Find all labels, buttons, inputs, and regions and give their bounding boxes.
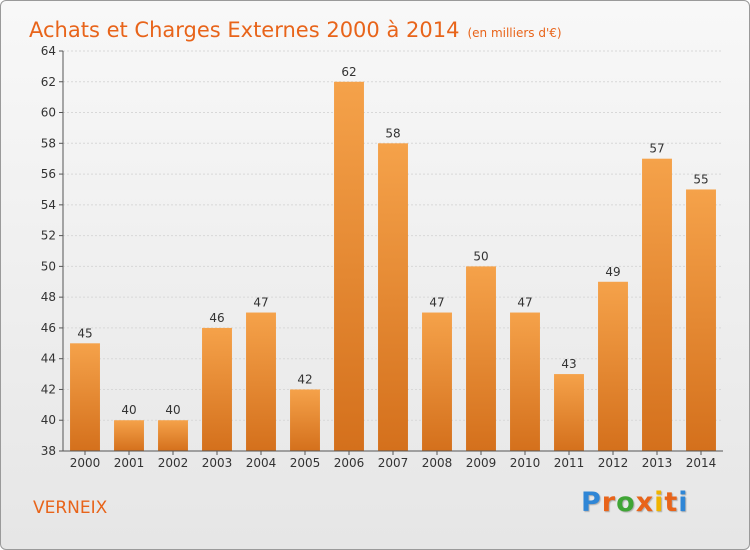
y-tick-label: 52 xyxy=(41,229,56,243)
y-tick-label: 46 xyxy=(41,321,56,335)
x-tick-label-2013: 2013 xyxy=(642,456,673,470)
x-tick-label-2000: 2000 xyxy=(70,456,101,470)
value-label-2001: 40 xyxy=(121,403,136,417)
x-tick-label-2007: 2007 xyxy=(378,456,409,470)
commune-name: VERNEIX xyxy=(33,498,108,518)
axes xyxy=(59,50,723,455)
value-label-2003: 46 xyxy=(209,311,224,325)
bar-2003 xyxy=(202,327,232,451)
x-tick-label-2004: 2004 xyxy=(246,456,277,470)
x-tick-label-2011: 2011 xyxy=(554,456,585,470)
x-tick-label-2003: 2003 xyxy=(202,456,233,470)
logo-letter: t xyxy=(664,487,679,518)
bar-2009 xyxy=(466,266,496,451)
bar-2007 xyxy=(378,143,408,452)
y-tick-label: 50 xyxy=(41,259,56,273)
value-label-2007: 58 xyxy=(385,126,400,140)
y-tick-label: 62 xyxy=(41,75,56,89)
value-label-2009: 50 xyxy=(473,249,488,263)
bar-2000 xyxy=(70,343,100,451)
x-tick-label-2002: 2002 xyxy=(158,456,189,470)
y-tick-label: 58 xyxy=(41,136,56,150)
bar-2005 xyxy=(290,389,320,451)
value-label-2008: 47 xyxy=(429,296,444,310)
chart-title-unit: (en milliers d'€) xyxy=(467,26,562,40)
value-label-2012: 49 xyxy=(605,265,620,279)
logo-letter: o xyxy=(616,487,636,518)
bar-2011 xyxy=(554,374,584,451)
y-tick-label: 48 xyxy=(41,290,56,304)
logo-letter: i xyxy=(654,487,665,518)
labels: 38 40 42 44 46 48 50 52 54 56 58 60 62 64 45 2000 40 2001… xyxy=(41,44,717,470)
x-tick-label-2010: 2010 xyxy=(510,456,541,470)
bar-2014 xyxy=(686,189,716,451)
bar-2010 xyxy=(510,312,540,451)
y-tick-label: 40 xyxy=(41,413,56,427)
logo-letter: x xyxy=(635,487,655,518)
bar-2004 xyxy=(246,312,276,451)
x-tick-label-2012: 2012 xyxy=(598,456,629,470)
y-tick-label: 60 xyxy=(41,106,56,120)
chart-title: Achats et Charges Externes 2000 à 2014 (e… xyxy=(29,7,562,45)
value-label-2011: 43 xyxy=(561,357,576,371)
y-tick-label: 54 xyxy=(41,198,56,212)
chart-title-main: Achats et Charges Externes 2000 à 2014 xyxy=(29,18,460,42)
bar-2008 xyxy=(422,312,452,451)
logo-letter: P xyxy=(581,487,602,518)
x-tick-label-2005: 2005 xyxy=(290,456,321,470)
bar-2001 xyxy=(114,420,144,451)
value-label-2013: 57 xyxy=(649,142,664,156)
value-label-2010: 47 xyxy=(517,296,532,310)
bar-2006 xyxy=(334,81,364,452)
value-label-2004: 47 xyxy=(253,296,268,310)
value-label-2005: 42 xyxy=(297,372,312,386)
value-label-2002: 40 xyxy=(165,403,180,417)
y-tick-label: 56 xyxy=(41,167,56,181)
x-tick-label-2006: 2006 xyxy=(334,456,365,470)
proxiti-logo: Proxiti xyxy=(581,487,689,518)
x-tick-label-2001: 2001 xyxy=(114,456,145,470)
y-tick-label: 38 xyxy=(41,444,56,458)
y-tick-label: 42 xyxy=(41,382,56,396)
value-label-2000: 45 xyxy=(77,326,92,340)
bars xyxy=(70,81,716,452)
x-tick-label-2008: 2008 xyxy=(422,456,453,470)
value-label-2014: 55 xyxy=(693,172,708,186)
bar-2013 xyxy=(642,158,672,451)
y-tick-label: 64 xyxy=(41,44,56,58)
value-label-2006: 62 xyxy=(341,65,356,79)
bar-2002 xyxy=(158,420,188,451)
y-tick-label: 44 xyxy=(41,352,56,366)
bar-2012 xyxy=(598,281,628,451)
x-tick-label-2009: 2009 xyxy=(466,456,497,470)
logo-letter: r xyxy=(601,487,617,518)
x-tick-label-2014: 2014 xyxy=(686,456,717,470)
logo-letter: i xyxy=(678,487,689,518)
